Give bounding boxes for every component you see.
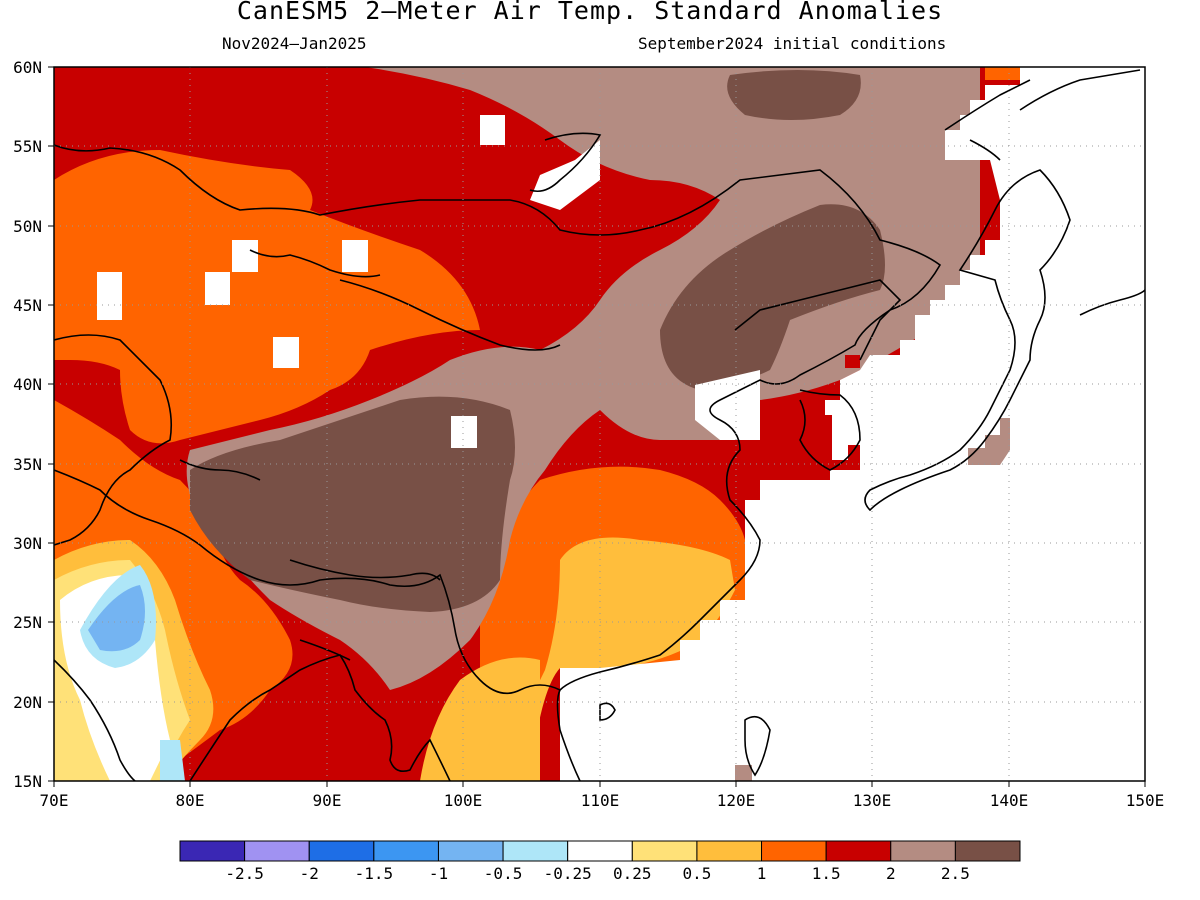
colorbar-label: 2 [886, 864, 896, 883]
colorbar-swatch [244, 840, 310, 862]
colorbar-swatch [890, 840, 956, 862]
colorbar-label: -0.5 [484, 864, 523, 883]
colorbar-label: -1.5 [355, 864, 394, 883]
colorbar-swatch [631, 840, 698, 862]
colorbar-swatch [825, 840, 892, 862]
coastlines [54, 69, 1145, 781]
colorbar-label: 1 [757, 864, 767, 883]
colorbar-swatch [437, 840, 504, 862]
colorbar-swatch [567, 840, 633, 862]
lon-tick-label: 150E [1126, 791, 1165, 810]
lon-tick-label: 110E [581, 791, 620, 810]
no-data-area [232, 240, 258, 272]
no-data-area [480, 115, 505, 145]
anomaly-shade [500, 537, 735, 781]
anomaly-field [54, 67, 1145, 781]
anomaly-shade [160, 740, 185, 781]
colorbar-swatch [954, 840, 1021, 862]
colorbar-swatch [373, 840, 439, 862]
colorbar-label: 2.5 [941, 864, 970, 883]
colorbar-label: -2 [300, 864, 319, 883]
colorbar-labels: -2.5 -2 -1.5 -1 -0.5 -0.25 0.25 0.5 1 1.… [225, 864, 969, 883]
no-data-area [273, 337, 299, 368]
colorbar-label: -2.5 [225, 864, 264, 883]
axis-ticks [48, 66, 1146, 787]
lon-tick-label: 70E [40, 791, 69, 810]
gridlines [54, 67, 1145, 781]
lat-tick-label: 35N [13, 455, 42, 474]
initial-conditions: September2024 initial conditions [638, 34, 947, 53]
anomaly-shade [845, 355, 860, 368]
lat-tick-label: 30N [13, 534, 42, 553]
anomaly-shade [985, 67, 1022, 80]
lon-tick-label: 90E [313, 791, 342, 810]
forecast-period: Nov2024—Jan2025 [222, 34, 367, 53]
no-data-area [451, 416, 477, 448]
anomaly-shade [727, 70, 861, 120]
anomaly-shade [968, 418, 1010, 465]
lat-tick-label: 25N [13, 613, 42, 632]
lon-tick-label: 80E [176, 791, 205, 810]
lon-tick-label: 130E [853, 791, 892, 810]
anomaly-shade [660, 204, 885, 390]
anomaly-shade [54, 150, 480, 444]
colorbar-swatch [308, 840, 375, 862]
no-data-area [342, 240, 368, 272]
no-data-area [205, 272, 230, 305]
map-title: CanESM5 2—Meter Air Temp. Standard Anoma… [236, 0, 944, 25]
lon-labels: 70E 80E 90E 100E 110E 120E 130E 140E 150… [40, 791, 1165, 810]
colorbar-label: -0.25 [544, 864, 592, 883]
anomaly-shade [88, 585, 145, 652]
lon-tick-label: 120E [717, 791, 756, 810]
lat-tick-label: 40N [13, 375, 42, 394]
colorbar-swatch [179, 840, 246, 862]
colorbar-label: -1 [429, 864, 448, 883]
lat-tick-label: 50N [13, 217, 42, 236]
lat-tick-label: 60N [13, 58, 42, 77]
colorbar-label: 1.5 [812, 864, 841, 883]
colorbar [179, 840, 1021, 862]
lat-tick-label: 15N [13, 772, 42, 791]
lon-tick-label: 140E [990, 791, 1029, 810]
anomaly-shade [190, 396, 515, 612]
lat-tick-label: 20N [13, 693, 42, 712]
lat-labels: 60N 55N 50N 45N 40N 35N 30N 25N 20N 15N [13, 58, 42, 791]
anomaly-shade [420, 657, 540, 781]
lon-tick-label: 100E [444, 791, 483, 810]
no-data-area [560, 67, 1145, 781]
colorbar-label: 0.25 [613, 864, 652, 883]
colorbar-swatch [696, 840, 763, 862]
lat-tick-label: 45N [13, 296, 42, 315]
no-data-area [97, 272, 122, 320]
colorbar-label: 0.5 [682, 864, 711, 883]
lat-tick-label: 55N [13, 137, 42, 156]
colorbar-swatch [761, 840, 827, 862]
anomaly-shade [735, 765, 752, 781]
colorbar-swatch [502, 840, 569, 862]
